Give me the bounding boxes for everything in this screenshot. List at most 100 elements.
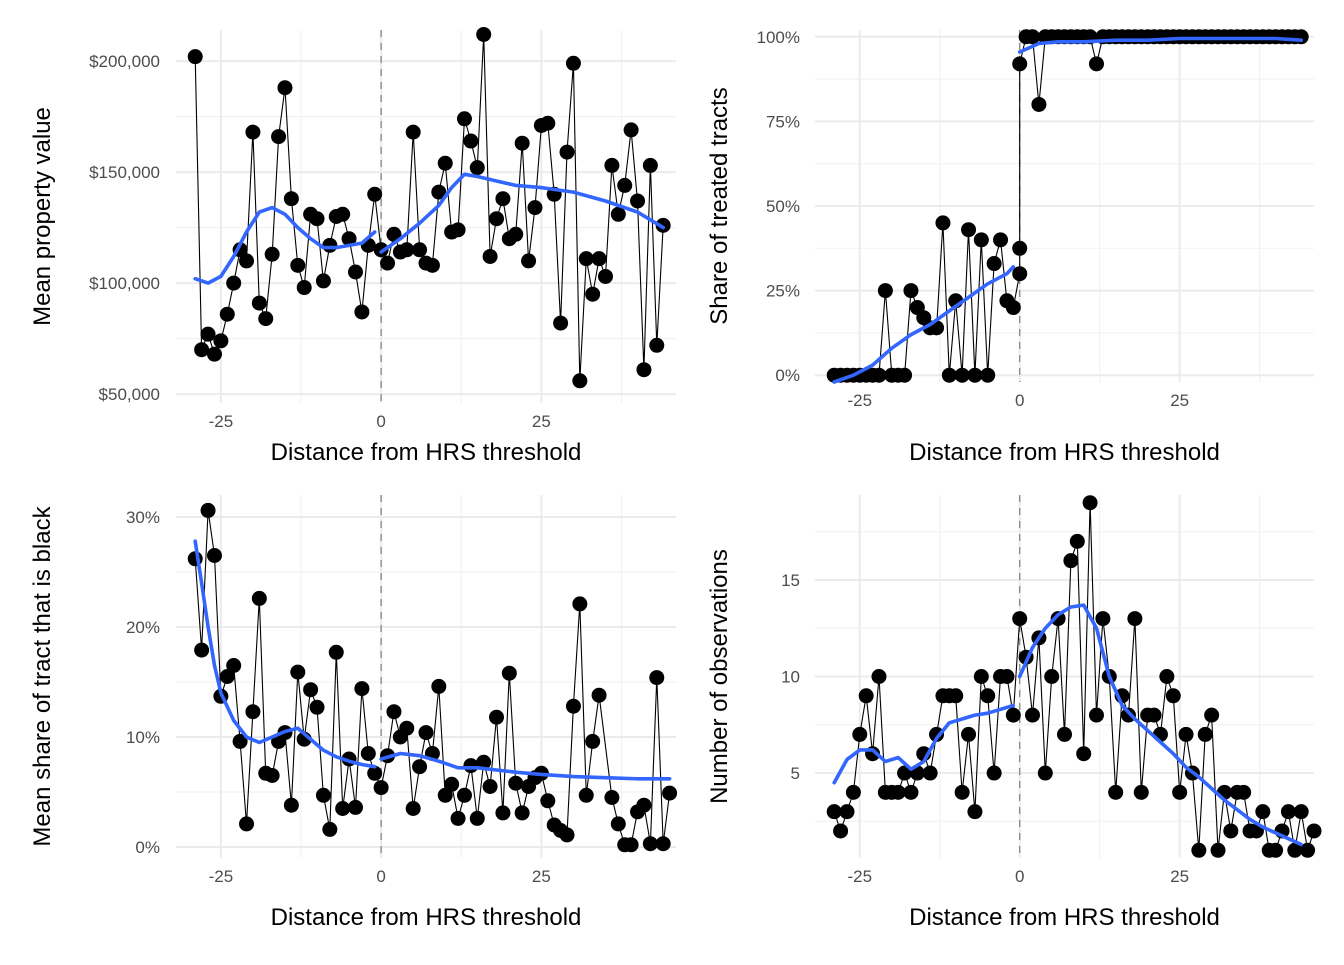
y-axis-title: Number of observations — [706, 549, 733, 804]
data-point — [565, 698, 581, 714]
data-point — [655, 836, 671, 852]
data-point — [450, 222, 466, 238]
data-point — [456, 111, 472, 127]
data-point — [591, 687, 607, 703]
data-point — [585, 733, 601, 749]
data-point — [456, 787, 472, 803]
data-point — [1287, 842, 1303, 858]
data-point — [245, 704, 261, 720]
data-point — [341, 231, 357, 247]
x-tick-label: -25 — [847, 391, 872, 410]
data-point — [303, 682, 319, 698]
data-point — [219, 669, 235, 684]
data-point — [585, 286, 601, 302]
data-point — [424, 257, 440, 273]
data-point — [858, 688, 874, 704]
data-point — [1050, 611, 1066, 627]
data-point — [961, 726, 977, 742]
data-point — [264, 768, 280, 783]
data-point — [1293, 29, 1309, 45]
data-point — [903, 784, 919, 800]
data-point — [1076, 746, 1092, 762]
data-point — [941, 367, 957, 383]
data-point — [431, 678, 447, 694]
data-point — [1069, 533, 1085, 549]
data-point — [354, 681, 370, 697]
data-point — [463, 133, 479, 149]
data-point — [367, 186, 383, 202]
data-point — [540, 793, 556, 809]
data-point — [1191, 842, 1207, 858]
x-tick-label: -25 — [209, 412, 234, 431]
data-point — [1012, 266, 1028, 282]
data-point — [604, 790, 620, 805]
panel-share-treated-tracts: -25 0 25 0% 25% 50% 75% 100% Distance from HRS t… — [706, 28, 1314, 466]
data-point — [954, 367, 970, 383]
y-tick-label: 30% — [126, 508, 160, 527]
data-point — [335, 801, 351, 816]
y-tick-label: 0% — [775, 366, 800, 385]
panel-share-black: -25 0 25 0% 10% 20% 30% Distance from HRS thres… — [29, 495, 678, 931]
data-point — [258, 311, 274, 327]
data-point — [296, 280, 312, 296]
data-point — [948, 688, 964, 704]
y-tick-label: 20% — [126, 618, 160, 637]
x-axis-title: Distance from HRS threshold — [271, 439, 582, 466]
data-point — [572, 373, 588, 389]
data-point — [290, 257, 306, 273]
data-point — [1223, 823, 1239, 839]
data-point — [967, 367, 983, 383]
y-tick-label: 75% — [766, 112, 800, 131]
data-point — [194, 642, 210, 658]
data-point — [418, 725, 434, 741]
data-point — [309, 211, 325, 227]
data-point — [482, 248, 498, 264]
y-tick-label: 25% — [766, 282, 800, 301]
data-point — [1025, 707, 1041, 723]
data-point — [251, 295, 267, 311]
data-point — [967, 804, 983, 820]
data-point — [1280, 804, 1296, 820]
data-point — [1108, 784, 1124, 800]
data-point — [283, 797, 299, 813]
data-point — [405, 124, 421, 140]
data-point — [980, 688, 996, 704]
data-point — [495, 191, 511, 207]
data-point — [514, 135, 530, 151]
y-axis-title: Mean property value — [29, 107, 56, 326]
data-point — [373, 780, 389, 796]
data-point — [903, 283, 919, 299]
data-point — [540, 115, 556, 131]
data-point — [489, 211, 505, 227]
y-tick-label: 0% — [135, 838, 160, 857]
data-point — [845, 784, 861, 800]
data-point — [354, 304, 370, 320]
data-point — [954, 784, 970, 800]
data-point — [489, 709, 505, 725]
x-tick-label: 25 — [1170, 867, 1189, 886]
data-point — [200, 326, 216, 342]
y-tick-label: $100,000 — [89, 274, 160, 293]
x-axis-title: Distance from HRS threshold — [271, 904, 582, 931]
data-point — [1005, 300, 1021, 316]
data-point — [610, 206, 626, 222]
x-tick-label: 0 — [1015, 867, 1024, 886]
series-connecting-line — [194, 34, 664, 381]
data-point — [508, 775, 524, 791]
data-point — [239, 253, 255, 269]
x-tick-label: 25 — [532, 412, 551, 431]
data-point — [521, 253, 537, 269]
data-point — [1037, 765, 1053, 781]
data-point — [610, 816, 626, 832]
data-point — [251, 590, 267, 606]
y-axis-title: Share of treated tracts — [706, 87, 733, 324]
smooth-line-left — [193, 205, 377, 285]
data-point — [986, 765, 1002, 781]
data-point — [1088, 56, 1104, 72]
data-point — [367, 765, 383, 781]
data-point — [973, 232, 989, 248]
data-point — [1082, 495, 1098, 511]
data-point — [1057, 726, 1072, 742]
